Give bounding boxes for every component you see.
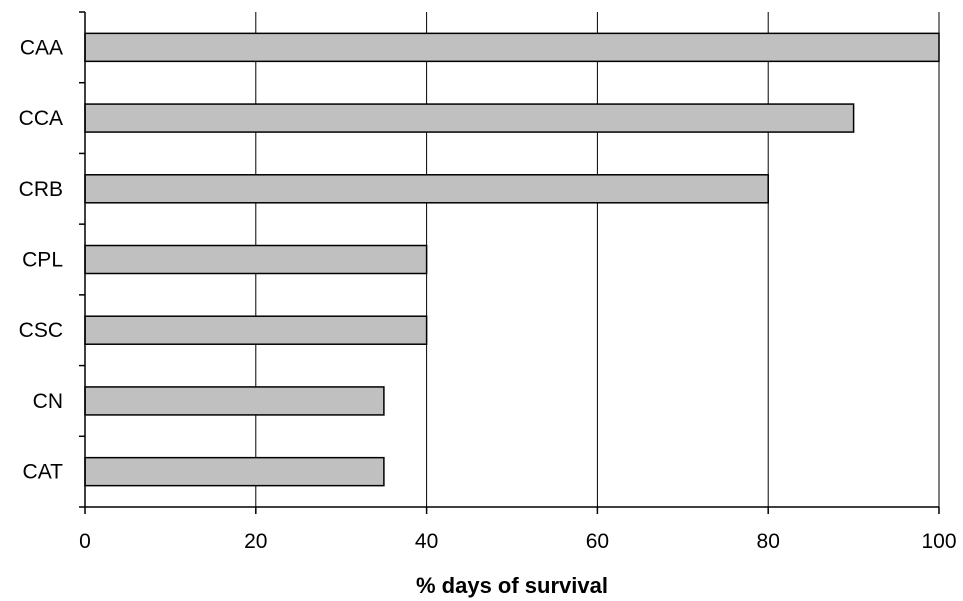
x-tick-label-60: 60 [586,530,609,553]
y-tick-label-cat: CAT [23,461,64,484]
bars [84,32,940,487]
y-tick-label-crb: CRB [19,178,63,201]
y-tick-label-cpl: CPL [22,249,63,272]
x-tick-label-20: 20 [244,530,267,553]
bar-cca [84,103,855,133]
bar-crb [84,174,769,204]
bar-cn [84,386,385,416]
bar-cat [84,456,385,487]
x-tick-label-100: 100 [921,530,956,553]
axes [79,11,940,514]
y-tick-label-caa: CAA [20,36,63,59]
bar-cpl [84,244,428,275]
bar-csc [84,315,428,345]
bar-caa [84,32,940,63]
grid-lines [255,12,940,507]
tick-labels: CAA CCA CRB CPL CSC CN CAT 0 20 40 60 80 100 [19,36,957,553]
x-axis-title: % days of survival [416,573,608,598]
x-tick-label-80: 80 [757,530,780,553]
x-tick-label-0: 0 [79,530,91,553]
x-tick-label-40: 40 [415,530,438,553]
y-tick-label-csc: CSC [19,319,63,342]
y-tick-label-cca: CCA [19,107,63,130]
y-tick-label-cn: CN [33,390,63,413]
